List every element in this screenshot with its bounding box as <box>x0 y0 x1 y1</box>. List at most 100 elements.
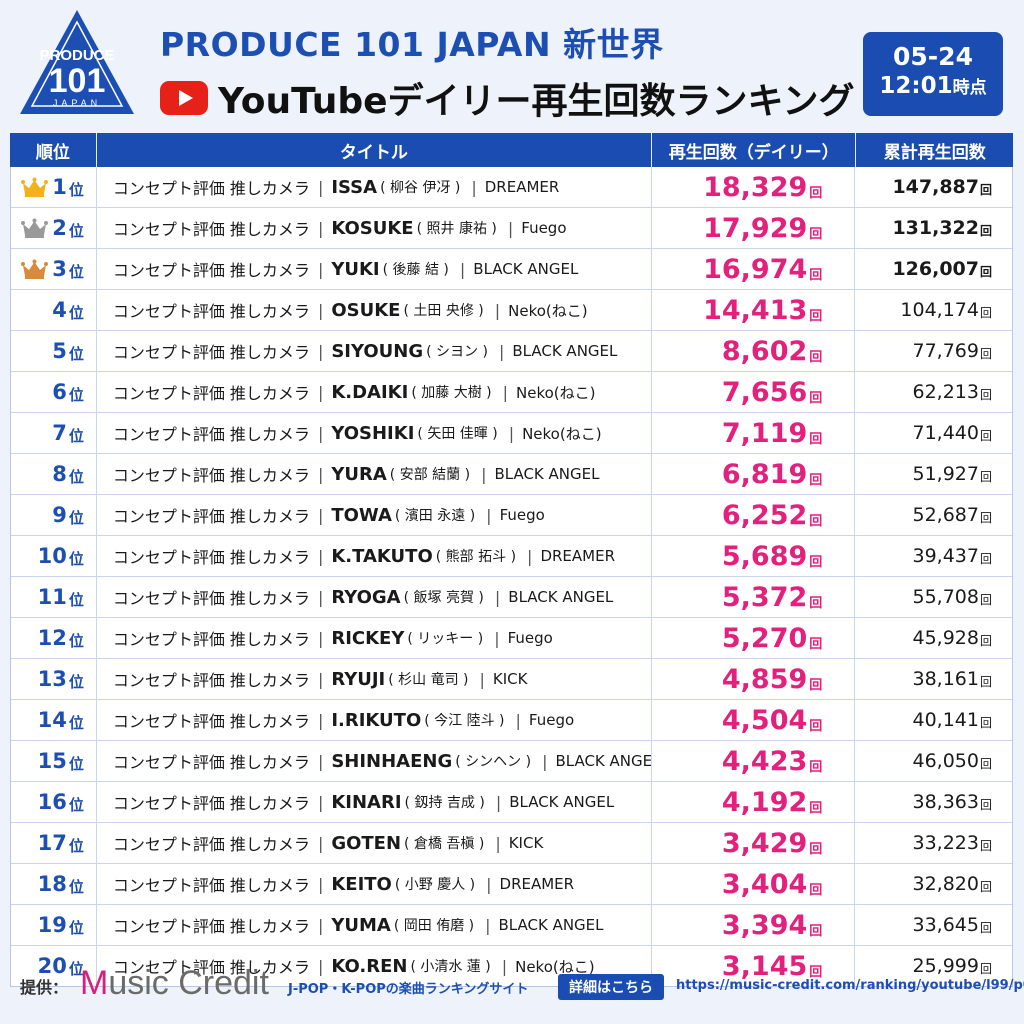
title-separator: | <box>317 874 324 894</box>
rank-number: 16 <box>37 790 67 814</box>
table-row: 18 位コンセプト評価 推しカメラ | KEITO( 小野 慶人 ) | DREAMER 3… <box>11 863 1012 904</box>
song-name: BLACK ANGEL <box>494 465 600 483</box>
title-cell[interactable]: コンセプト評価 推しカメラ | ISSA( 柳谷 伊冴 ) | DREAMER <box>97 167 652 207</box>
table-row: 8 位コンセプト評価 推しカメラ | YURA( 安部 結蘭 ) | BLACK ANGE… <box>11 453 1012 494</box>
title-separator: | <box>494 300 501 320</box>
title-separator: | <box>317 956 324 976</box>
title-separator: | <box>485 915 491 935</box>
title-cell[interactable]: コンセプト評価 推しカメラ | YOSHIKI( 矢田 佳暉 ) | Neko(ねこ) <box>97 413 652 453</box>
daily-views-cell: 4,504 回 <box>652 700 856 740</box>
details-button[interactable]: 詳細はこちら <box>558 974 664 1000</box>
total-views: 51,927 <box>912 463 979 485</box>
trainee-jp-name: ( 小清水 蓮 ) <box>410 959 491 975</box>
song-name: DREAMER <box>484 178 560 196</box>
title-cell[interactable]: コンセプト評価 推しカメラ | I.RIKUTO( 今江 陸斗 ) | Fuego <box>97 700 652 740</box>
title-cell[interactable]: コンセプト評価 推しカメラ | YUKI( 後藤 結 ) | BLACK ANGEL <box>97 249 652 289</box>
title-cell[interactable]: コンセプト評価 推しカメラ | K.TAKUTO( 熊部 拓斗 ) | DREAMER <box>97 536 652 576</box>
daily-views: 3,404 <box>721 868 808 900</box>
rank-suffix: 位 <box>68 878 84 896</box>
total-unit: 回 <box>979 839 992 853</box>
title-separator: | <box>317 792 324 812</box>
song-name: DREAMER <box>499 875 575 893</box>
title-separator: | <box>527 546 533 566</box>
daily-unit: 回 <box>809 513 823 529</box>
rank-number: 11 <box>37 585 67 609</box>
rank-number: 15 <box>37 749 67 773</box>
trainee-name: YOSHIKI <box>331 422 415 444</box>
daily-views-cell: 5,270 回 <box>652 618 856 658</box>
daily-unit: 回 <box>809 677 823 693</box>
logo-line3: JAPAN <box>53 98 101 108</box>
title-cell[interactable]: コンセプト評価 推しカメラ | K.DAIKI( 加藤 大樹 ) | Neko(ねこ) <box>97 372 652 412</box>
rank-suffix: 位 <box>68 509 84 527</box>
daily-views: 6,819 <box>721 458 808 490</box>
details-link[interactable]: https://music-credit.com/ranking/youtube… <box>676 978 1024 993</box>
tagline: J-POP・K-POPの楽曲ランキングサイト <box>288 982 529 997</box>
rank-number: 20 <box>37 954 67 978</box>
rank-number: 2 <box>52 216 67 240</box>
title-cell[interactable]: コンセプト評価 推しカメラ | SIYOUNG( シヨン ) | BLACK ANGEL <box>97 331 652 371</box>
daily-views: 7,119 <box>721 417 808 449</box>
title-separator: | <box>486 874 492 894</box>
title-separator: | <box>542 751 548 771</box>
trainee-jp-name: ( 熊部 拓斗 ) <box>435 549 517 565</box>
daily-unit: 回 <box>809 759 823 775</box>
daily-unit: 回 <box>809 636 823 652</box>
title-cell[interactable]: コンセプト評価 推しカメラ | KEITO( 小野 慶人 ) | DREAMER <box>97 864 652 904</box>
trainee-jp-name: ( シヨン ) <box>426 344 488 360</box>
title-separator: | <box>459 259 466 279</box>
table-row: 19 位コンセプト評価 推しカメラ | YUMA( 岡田 侑磨 ) | BLACK ANG… <box>11 904 1012 945</box>
title-cell[interactable]: コンセプト評価 推しカメラ | YUMA( 岡田 侑磨 ) | BLACK ANGEL <box>97 905 652 945</box>
daily-views: 4,423 <box>721 745 808 777</box>
daily-views-cell: 6,819 回 <box>652 454 856 494</box>
title-cell[interactable]: コンセプト評価 推しカメラ | KINARI( 釼持 吉成 ) | BLACK ANGE… <box>97 782 652 822</box>
title-cell[interactable]: コンセプト評価 推しカメラ | SHINHAENG( シンヘン ) | BLACK AN… <box>97 741 652 781</box>
rank-cell: 13 位 <box>11 659 97 699</box>
table-row: 15 位コンセプト評価 推しカメラ | SHINHAENG( シンヘン ) | BLACK… <box>11 740 1012 781</box>
title-cell[interactable]: コンセプト評価 推しカメラ | KOSUKE( 照井 康祐 ) | Fuego <box>97 208 652 248</box>
title-separator: | <box>495 833 501 853</box>
rank-suffix: 位 <box>68 427 84 445</box>
title-cell[interactable]: コンセプト評価 推しカメラ | TOWA( 濱田 永遠 ) | Fuego <box>97 495 652 535</box>
title-prefix: コンセプト評価 推しカメラ <box>112 835 310 854</box>
total-views-cell: 51,927 回 <box>855 454 1012 494</box>
rank-suffix: 位 <box>68 386 84 404</box>
rank-suffix: 位 <box>68 632 84 650</box>
title-prefix: コンセプト評価 推しカメラ <box>112 302 310 321</box>
title-cell[interactable]: コンセプト評価 推しカメラ | OSUKE( 土田 央修 ) | Neko(ねこ) <box>97 290 652 330</box>
trainee-jp-name: ( リッキー ) <box>407 631 484 647</box>
daily-views-cell: 4,859 回 <box>652 659 856 699</box>
trainee-jp-name: ( 飯塚 亮賀 ) <box>403 590 484 606</box>
title-separator: | <box>507 218 514 238</box>
page-title: PRODUCE 101 JAPAN 新世界 <box>160 25 664 64</box>
title-cell[interactable]: コンセプト評価 推しカメラ | GOTEN( 倉橋 吾槇 ) | KICK <box>97 823 652 863</box>
total-unit: 回 <box>979 716 992 730</box>
daily-views: 5,270 <box>721 622 808 654</box>
title-cell[interactable]: コンセプト評価 推しカメラ | KO.REN( 小清水 蓮 ) | Neko(ねこ) <box>97 946 652 986</box>
produce101-logo-icon: PRODUCE 101 JAPAN <box>20 10 134 114</box>
total-views-cell: 77,769 回 <box>855 331 1012 371</box>
total-views: 126,007 <box>892 258 979 280</box>
title-cell[interactable]: コンセプト評価 推しカメラ | RICKEY( リッキー ) | Fuego <box>97 618 652 658</box>
rank-suffix: 位 <box>68 304 84 322</box>
rank-cell: 11 位 <box>11 577 97 617</box>
title-separator: | <box>317 546 324 566</box>
rank-suffix: 位 <box>68 181 84 199</box>
daily-views-cell: 3,394 回 <box>652 905 856 945</box>
daily-views: 5,689 <box>721 540 808 572</box>
title-cell[interactable]: コンセプト評価 推しカメラ | RYUJI( 杉山 竜司 ) | KICK <box>97 659 652 699</box>
trainee-name: RYUJI <box>331 668 386 690</box>
trainee-name: K.TAKUTO <box>331 545 433 567</box>
title-cell[interactable]: コンセプト評価 推しカメラ | YURA( 安部 結蘭 ) | BLACK ANGEL <box>97 454 652 494</box>
total-unit: 回 <box>979 511 992 525</box>
rank-number: 4 <box>52 298 67 322</box>
total-unit: 回 <box>979 388 992 402</box>
music-credit-logo[interactable]: Music Credit <box>80 964 269 1003</box>
title-cell[interactable]: コンセプト評価 推しカメラ | RYOGA( 飯塚 亮賀 ) | BLACK ANGEL <box>97 577 652 617</box>
total-views: 33,223 <box>912 832 979 854</box>
